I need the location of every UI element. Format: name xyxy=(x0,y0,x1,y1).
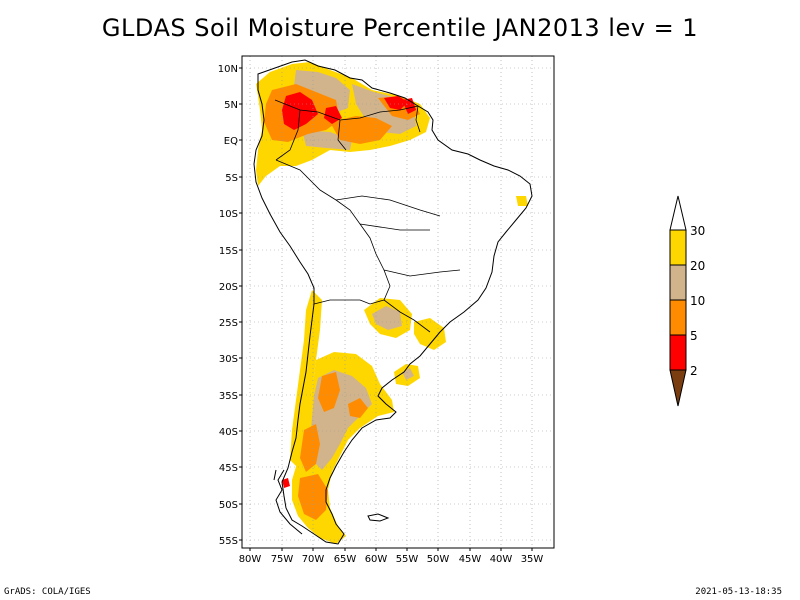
southern-fjords xyxy=(273,469,303,535)
lat-label: 10N xyxy=(218,64,238,75)
colorbar-above-30 xyxy=(669,195,687,231)
colorbar-10-20 xyxy=(669,264,687,301)
lon-label: 60W xyxy=(365,554,388,565)
continent-outline xyxy=(253,59,533,545)
lat-label: 5N xyxy=(224,100,238,111)
lat-label: 20S xyxy=(219,282,238,293)
colorbar-2-5 xyxy=(669,334,687,371)
lat-label: 55S xyxy=(219,536,238,547)
country-borders xyxy=(274,99,461,333)
colorbar-label-5: 5 xyxy=(690,329,698,343)
region-patagonia-2-5 xyxy=(282,478,290,488)
lat-label: 30S xyxy=(219,354,238,365)
region-argentina-5-10-c xyxy=(298,474,328,520)
lon-label: 65W xyxy=(334,554,357,565)
lat-label: 5S xyxy=(225,173,238,184)
region-andes-20-30 xyxy=(290,290,322,470)
colorbar-label-20: 20 xyxy=(690,259,705,273)
colorbar-20-30 xyxy=(669,229,687,266)
region-southbrazil-20-30 xyxy=(414,318,446,350)
colorbar: 30 20 10 5 2 xyxy=(669,195,705,407)
lat-label: 45S xyxy=(219,463,238,474)
footer-timestamp: 2021-05-13-18:35 xyxy=(695,587,782,597)
region-argentina-5-10-b xyxy=(300,424,320,472)
lon-label: 45W xyxy=(459,554,482,565)
latitude-labels: 10N 5N EQ 5S 10S 15S 20S 25S 30S 35S 40S 45S 50S 55S xyxy=(218,64,242,547)
lat-label: 50S xyxy=(219,500,238,511)
region-argentina-5-10-a xyxy=(318,372,340,412)
colorbar-label-10: 10 xyxy=(690,294,705,308)
longitude-labels: 80W 75W 70W 65W 60W 55W 50W 45W 40W 35W xyxy=(239,548,544,565)
lat-label: 10S xyxy=(219,209,238,220)
south-america-coastline xyxy=(253,59,533,545)
falkland-islands xyxy=(367,513,390,522)
lon-label: 80W xyxy=(239,554,262,565)
lon-label: 55W xyxy=(396,554,419,565)
region-brazil-ne-20-30 xyxy=(516,196,528,206)
lon-label: 40W xyxy=(490,554,513,565)
region-paraguay-10-20 xyxy=(372,306,402,330)
lat-lon-grid xyxy=(242,56,554,548)
lat-label: EQ xyxy=(224,136,238,147)
region-argentina-5-10-d xyxy=(348,398,368,418)
colorbar-5-10 xyxy=(669,299,687,336)
lon-label: 70W xyxy=(302,554,325,565)
lat-label: 25S xyxy=(219,318,238,329)
colorbar-label-2: 2 xyxy=(690,364,698,378)
region-patagonia-20-30 xyxy=(318,520,342,542)
lon-label: 75W xyxy=(271,554,294,565)
map-title: GLDAS Soil Moisture Percentile JAN2013 l… xyxy=(101,14,699,42)
colorbar-label-30: 30 xyxy=(690,224,705,238)
region-north-2-5-d xyxy=(402,98,416,114)
region-north-5-10-b xyxy=(330,116,392,144)
footer-credit: GrADS: COLA/IGES xyxy=(4,587,91,597)
lat-label: 35S xyxy=(219,391,238,402)
lat-label: 40S xyxy=(219,427,238,438)
lon-label: 50W xyxy=(427,554,450,565)
map-frame xyxy=(241,55,555,549)
region-north-2-5-b xyxy=(384,96,408,110)
lat-label: 15S xyxy=(219,246,238,257)
percentile-shading xyxy=(256,62,528,544)
colorbar-below-2 xyxy=(669,369,687,407)
lon-label: 35W xyxy=(521,554,544,565)
